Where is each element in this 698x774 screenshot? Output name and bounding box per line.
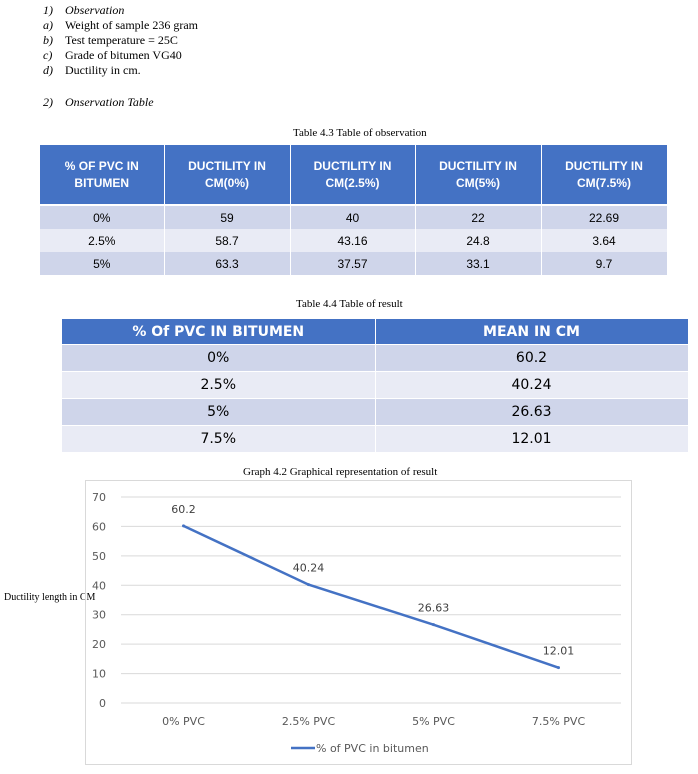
x-tick-label: 0% PVC xyxy=(162,715,205,728)
table-row: 0% 59 40 22 22.69 xyxy=(40,206,668,229)
data-label: 26.63 xyxy=(418,602,450,615)
y-tick-label: 50 xyxy=(92,550,106,563)
table-header-cell: % OF PVC IN BITUMEN xyxy=(40,145,165,204)
table-cell: 40 xyxy=(290,206,416,229)
table-cell: 5% xyxy=(62,398,376,426)
data-label: 60.2 xyxy=(171,503,196,516)
table-header-cell: DUCTILITY IN CM(5%) xyxy=(415,145,542,204)
observation-heading-marker: 1) xyxy=(43,3,53,17)
observation-heading-text: Observation xyxy=(65,3,125,17)
line-chart-svg: 0 10 20 30 40 50 60 70 0% PVC 2.5% PVC 5% PVC 7.5% … xyxy=(92,491,621,755)
data-point xyxy=(307,583,310,587)
table-cell: 60.2 xyxy=(375,344,689,372)
table-row: 2.5% 40.24 xyxy=(62,371,689,399)
table-row: 2.5% 58.7 43.16 24.8 3.64 xyxy=(40,229,668,252)
y-tick-label: 70 xyxy=(92,491,106,504)
table-row: 7.5% 12.01 xyxy=(62,425,689,452)
table-cell: 37.57 xyxy=(290,252,416,275)
observation-item-marker: c) xyxy=(43,48,53,62)
line-chart: 0 10 20 30 40 50 60 70 0% PVC 2.5% PVC 5% PVC 7.5% … xyxy=(85,480,632,765)
observation-item-marker: b) xyxy=(43,33,53,47)
table-cell: 0% xyxy=(62,344,376,372)
observation-table: % OF PVC IN BITUMEN DUCTILITY IN CM(0%) … xyxy=(40,145,668,275)
table-cell: 9.7 xyxy=(541,252,668,275)
table-cell: 0% xyxy=(40,206,165,229)
y-tick-label: 20 xyxy=(92,638,106,651)
table-cell: 40.24 xyxy=(375,371,689,399)
table-header-cell: DUCTILITY IN CM(2.5%) xyxy=(290,145,416,204)
chart-y-axis-label: Ductility length in CM xyxy=(4,592,96,603)
legend-label: % of PVC in bitumen xyxy=(316,742,429,755)
table-cell: 3.64 xyxy=(541,229,668,252)
y-tick-label: 60 xyxy=(92,520,106,533)
table-cell: 58.7 xyxy=(164,229,291,252)
table-cell: 5% xyxy=(40,252,165,275)
data-point xyxy=(182,524,185,528)
y-tick-label: 10 xyxy=(92,668,106,681)
observation-item-text: Grade of bitumen VG40 xyxy=(65,48,182,62)
observation-item-text: Ductility in cm. xyxy=(65,63,141,77)
table-cell: 7.5% xyxy=(62,425,376,452)
table-header-cell: DUCTILITY IN CM(0%) xyxy=(164,145,291,204)
observation-item-text: Weight of sample 236 gram xyxy=(65,18,199,32)
table-header-cell: MEAN IN CM xyxy=(375,319,689,345)
data-point xyxy=(557,666,560,670)
observation-item-text: Test temperature = 25C xyxy=(65,33,178,47)
table-cell: 22.69 xyxy=(541,206,668,229)
series-line xyxy=(182,524,559,669)
result-table: % Of PVC IN BITUMEN MEAN IN CM 0% 60.2 2… xyxy=(62,319,689,452)
observation-item-marker: d) xyxy=(43,63,53,77)
y-tick-label: 30 xyxy=(92,609,106,622)
table-row: 0% 60.2 xyxy=(62,344,689,372)
y-tick-label: 40 xyxy=(92,579,106,592)
table-cell: 63.3 xyxy=(164,252,291,275)
y-tick-label: 0 xyxy=(99,697,106,710)
table-cell: 2.5% xyxy=(40,229,165,252)
table-cell: 22 xyxy=(415,206,542,229)
data-point xyxy=(432,623,435,627)
table-header-cell: % Of PVC IN BITUMEN xyxy=(62,319,376,345)
table-cell: 2.5% xyxy=(62,371,376,399)
table-4-4-caption: Table 4.4 Table of result xyxy=(296,298,403,310)
table-cell: 24.8 xyxy=(415,229,542,252)
table-cell: 12.01 xyxy=(375,425,689,452)
table-cell: 26.63 xyxy=(375,398,689,426)
table-header-cell: DUCTILITY IN CM(7.5%) xyxy=(541,145,668,204)
x-tick-label: 7.5% PVC xyxy=(532,715,586,728)
table-row: 5% 26.63 xyxy=(62,398,689,426)
observation-table-marker: 2) xyxy=(43,95,53,109)
x-tick-label: 5% PVC xyxy=(412,715,455,728)
observation-table-text: Onservation Table xyxy=(65,95,154,109)
observation-item-marker: a) xyxy=(43,18,53,32)
graph-caption: Graph 4.2 Graphical representation of re… xyxy=(243,466,438,478)
table-cell: 33.1 xyxy=(415,252,542,275)
table-4-3-caption: Table 4.3 Table of observation xyxy=(293,127,427,139)
table-cell: 59 xyxy=(164,206,291,229)
x-tick-label: 2.5% PVC xyxy=(282,715,336,728)
table-cell: 43.16 xyxy=(290,229,416,252)
data-label: 12.01 xyxy=(543,645,575,658)
table-row: 5% 63.3 37.57 33.1 9.7 xyxy=(40,252,668,275)
data-label: 40.24 xyxy=(293,562,325,575)
